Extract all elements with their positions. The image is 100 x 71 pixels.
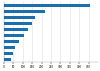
Bar (4, 4, 90, 7)
Bar (4, 40, 19, 43)
Bar (4, 46, 15, 49)
Bar (4, 10, 45, 13)
Bar (4, 52, 13, 55)
Bar (4, 58, 11, 61)
Bar (4, 34, 24, 37)
Bar (4, 16, 35, 19)
Bar (4, 22, 32, 25)
Bar (4, 28, 28, 31)
